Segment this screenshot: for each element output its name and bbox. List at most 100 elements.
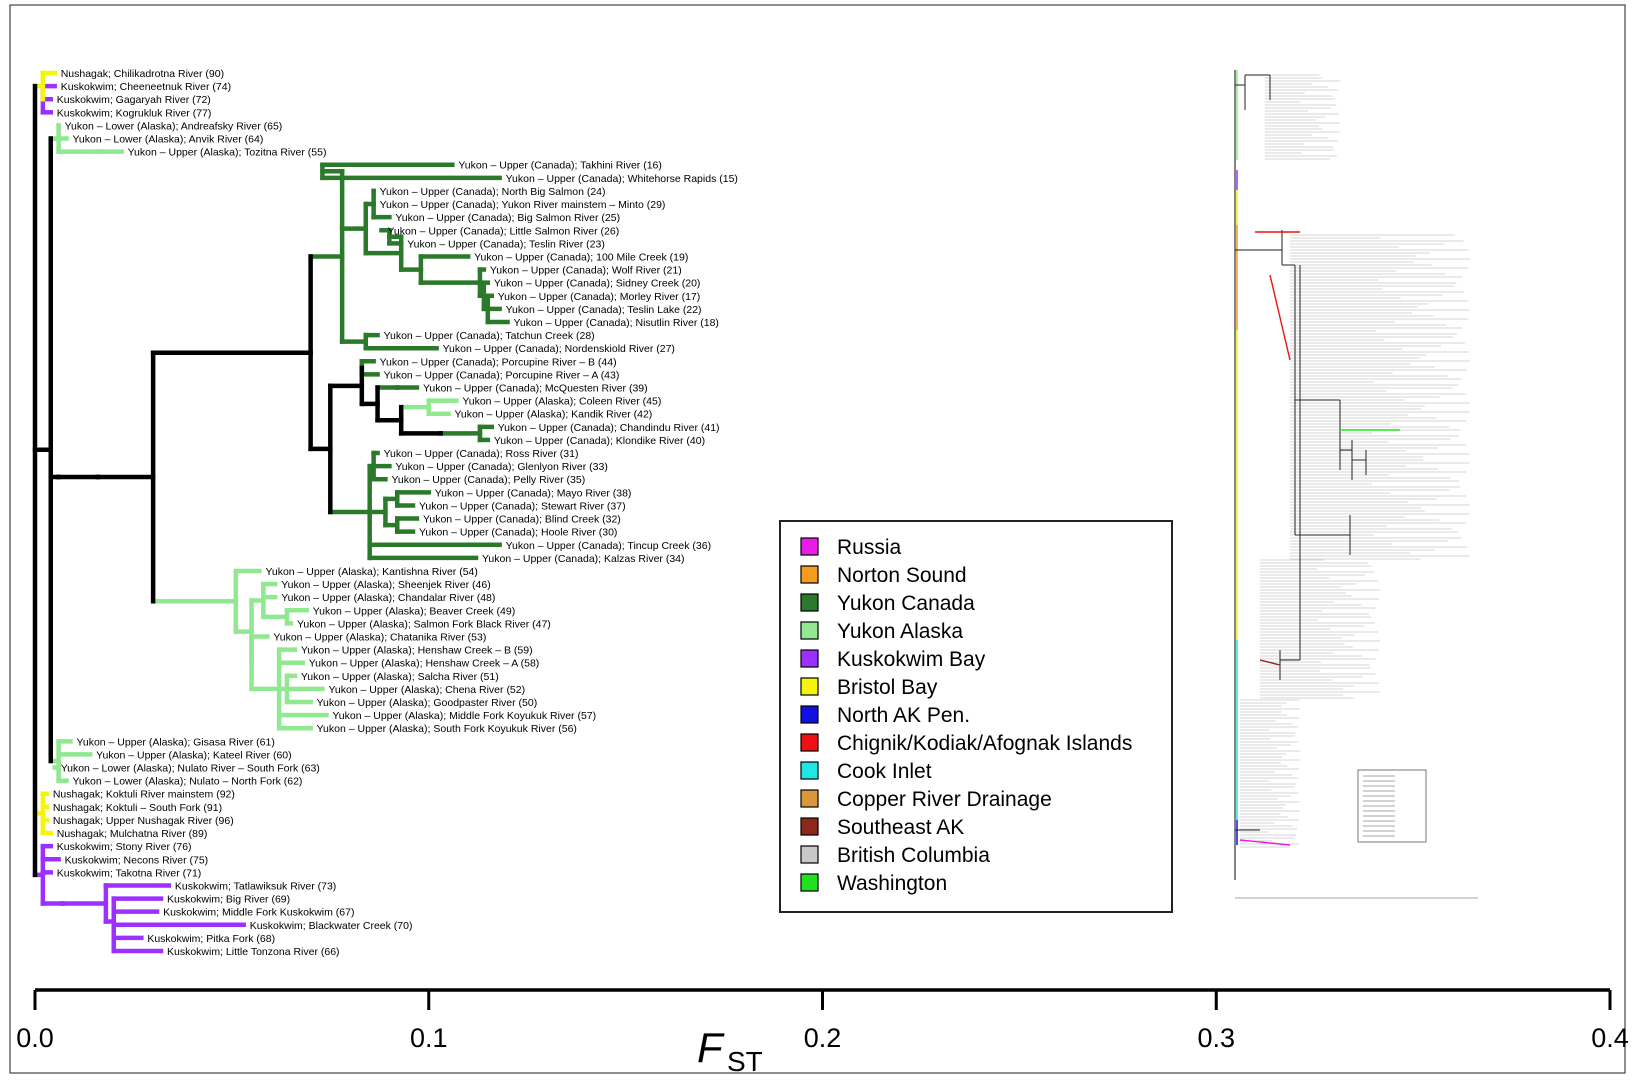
leaf-label: Yukon – Upper (Canada); Nisutlin River (… [514,317,719,329]
leaf-label: Yukon – Upper (Canada); Tatchun Creek (2… [384,330,595,342]
figure-border [9,4,1626,1074]
legend-swatch [800,761,819,780]
leaf-label: Yukon – Upper (Canada); Tincup Creek (36… [506,540,711,552]
leaf-label: Kuskokwim; Big River (69) [167,894,290,906]
leaf-label: Yukon – Upper (Alaska); Salcha River (51… [301,671,499,683]
leaf-label: Nushagak; Mulchatna River (89) [57,828,208,840]
legend-label: Bristol Bay [837,676,938,699]
leaf-label: Yukon – Upper (Alaska); Kateel River (60… [96,749,292,761]
leaf-label: Yukon – Upper (Canada); Ross River (31) [384,448,579,460]
fst-axis: 0.0 0.1 0.2 0.3 0.4 [16,988,1629,1053]
legend-box [779,520,1173,913]
leaf-label: Yukon – Upper (Canada); Porcupine River … [384,369,620,381]
legend-label: Kuskokwim Bay [837,648,986,671]
legend-label: Chignik/Kodiak/Afognak Islands [837,732,1132,755]
leaf-label: Yukon – Upper (Canada); Little Salmon Ri… [388,225,620,237]
legend-swatch [800,649,819,668]
leaf-label: Kuskokwim; Middle Fork Kuskokwim (67) [163,907,354,919]
leaf-label: Yukon – Upper (Canada); Stewart River (3… [419,500,626,512]
tree-branches [32,70,510,954]
axis-tick-label: 0.1 [410,1023,448,1053]
leaf-label: Kuskokwim; Blackwater Creek (70) [250,920,413,932]
legend-swatch [800,565,819,584]
leaf-label: Yukon – Upper (Alaska); Tozitna River (5… [128,147,327,159]
leaf-label: Yukon – Lower (Alaska); Andreafsky River… [65,120,283,132]
leaf-label: Yukon – Upper (Alaska); Henshaw Creek – … [301,645,533,657]
leaf-label: Yukon – Upper (Canada); Porcupine River … [380,356,617,368]
tree-leaf-labels: Nushagak; Chilikadrotna River (90)Kuskok… [53,68,738,958]
leaf-label: Kuskokwim; Tatlawiksuk River (73) [175,880,336,892]
leaf-label: Yukon – Upper (Canada); Hoole River (30) [419,527,617,539]
leaf-label: Yukon – Upper (Canada); Teslin Lake (22) [506,304,702,316]
leaf-label: Yukon – Upper (Canada); North Big Salmon… [380,186,606,198]
legend-swatch [800,873,819,892]
leaf-label: Yukon – Upper (Alaska); Kantishna River … [265,566,477,578]
leaf-label: Kuskokwim; Pitka Fork (68) [147,933,275,945]
legend-label: Washington [837,872,947,895]
leaf-label: Yukon – Upper (Canada); Glenlyon River (… [395,461,607,473]
leaf-label: Yukon – Upper (Alaska); Sheenjek River (… [281,579,491,591]
leaf-label: Yukon – Upper (Alaska); Coleen River (45… [462,396,661,408]
axis-tick-label: 0.0 [16,1023,54,1053]
leaf-label: Yukon – Upper (Alaska); Kandik River (42… [454,409,652,421]
axis-title-main: F [697,1024,725,1071]
legend-swatch [800,677,819,696]
legend-swatch [800,593,819,612]
axis-title-subscript: ST [727,1046,763,1077]
legend-label: Yukon Canada [837,592,975,615]
leaf-label: Yukon – Upper (Alaska); Beaver Creek (49… [313,605,516,617]
leaf-label: Yukon – Upper (Canada); Blind Creek (32) [423,514,621,526]
leaf-label: Yukon – Upper (Alaska); Salmon Fork Blac… [297,618,551,630]
legend-label: North AK Pen. [837,704,970,727]
leaf-label: Kuskokwim; Gagaryah River (72) [57,94,211,106]
legend-label: British Columbia [837,844,990,867]
leaf-label: Nushagak; Upper Nushagak River (96) [53,815,234,827]
legend-swatch [800,789,819,808]
axis-title: F ST [697,1024,763,1077]
leaf-label: Kuskokwim; Cheeneetnuk River (74) [61,81,231,93]
inset-overview-tree [1234,70,1478,899]
leaf-label: Kuskokwim; Kogrukluk River (77) [57,107,212,119]
leaf-label: Yukon – Upper (Alaska); Henshaw Creek – … [309,658,540,670]
leaf-label: Yukon – Upper (Canada); Whitehorse Rapid… [506,173,738,185]
leaf-label: Yukon – Upper (Canada); Kalzas River (34… [482,553,685,565]
legend-swatch [800,845,819,864]
legend-swatch [800,733,819,752]
leaf-label: Yukon – Upper (Canada); Takhini River (1… [458,160,662,172]
leaf-label: Yukon – Upper (Alaska); Chena River (52) [328,684,525,696]
inset-accent-branch [1269,274,1291,361]
legend-label: Southeast AK [837,816,964,839]
leaf-label: Kuskokwim; Takotna River (71) [57,867,202,879]
region-legend: Russia Norton Sound Yukon Canada Yukon Alas… [779,520,1173,913]
axis-tick-label: 0.4 [1591,1023,1629,1053]
leaf-label: Yukon – Upper (Alaska); Chatanika River … [273,631,486,643]
leaf-label: Yukon – Upper (Canada); Wolf River (21) [490,265,682,277]
leaf-label: Nushagak; Chilikadrotna River (90) [61,68,224,80]
leaf-label: Yukon – Upper (Alaska); Goodpaster River… [317,697,538,709]
leaf-label: Nushagak; Koktuli – South Fork (91) [53,802,222,814]
leaf-label: Yukon – Upper (Canada); McQuesten River … [423,383,648,395]
leaf-label: Yukon – Upper (Alaska); Middle Fork Koyu… [332,710,596,722]
inset-accent-branch [1259,659,1281,666]
leaf-label: Yukon – Upper (Canada); Morley River (17… [498,291,701,303]
leaf-label: Yukon – Upper (Alaska); South Fork Koyuk… [317,723,577,735]
legend-label: Norton Sound [837,564,967,587]
leaf-label: Yukon – Upper (Canada); Sidney Creek (20… [494,278,701,290]
leaf-label: Yukon – Upper (Alaska); Chandalar River … [281,592,495,604]
legend-swatch [800,817,819,836]
leaf-label: Yukon – Upper (Canada); Mayo River (38) [435,487,632,499]
leaf-label: Kuskokwim; Little Tonzona River (66) [167,946,340,958]
leaf-label: Yukon – Lower (Alaska); Nulato – North F… [73,776,303,788]
legend-label: Cook Inlet [837,760,932,783]
leaf-label: Yukon – Upper (Canada); Teslin River (23… [407,238,605,250]
leaf-label: Yukon – Upper (Canada); Klondike River (… [494,435,705,447]
leaf-label: Yukon – Upper (Alaska); Gisasa River (61… [76,736,274,748]
leaf-label: Yukon – Upper (Canada); Nordenskiold Riv… [443,343,675,355]
legend-label: Yukon Alaska [837,620,963,643]
legend-label: Russia [837,536,902,559]
leaf-label: Yukon – Upper (Canada); Yukon River main… [380,199,666,211]
leaf-label: Nushagak; Koktuli River mainstem (92) [53,789,235,801]
leaf-label: Yukon – Upper (Canada); 100 Mile Creek (… [474,251,688,263]
